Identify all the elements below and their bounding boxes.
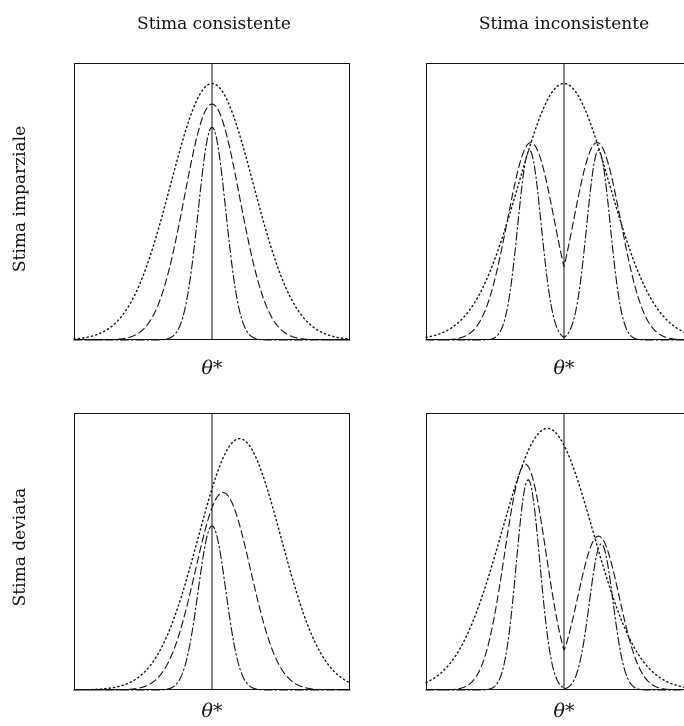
- series-dashed-line: [425, 463, 684, 691]
- panel-inconsistent-biased: [425, 413, 684, 691]
- column-title-inconsistent: Stima inconsistente: [478, 14, 650, 34]
- series-dashed-line: [73, 103, 351, 341]
- series-dotted-line: [425, 82, 684, 339]
- series-dashed-line: [425, 141, 684, 341]
- x-axis-label-consistent-unbiased: θ*: [201, 357, 223, 379]
- row-title-biased: Stima deviata: [10, 487, 30, 607]
- plot-frame: [426, 63, 684, 340]
- series-dotted-line: [73, 82, 351, 340]
- x-axis-label-inconsistent-biased: θ*: [553, 700, 575, 722]
- series-dashdot-line: [425, 479, 684, 691]
- row-title-unbiased: Stima imparziale: [10, 125, 30, 273]
- x-axis-label-consistent-biased: θ*: [201, 700, 223, 722]
- panel-inconsistent-unbiased: [425, 63, 684, 341]
- plot-frame: [426, 413, 684, 690]
- series-dashdot-line: [425, 149, 684, 341]
- panel-consistent-unbiased: [73, 63, 351, 341]
- x-axis-label-inconsistent-unbiased: θ*: [553, 357, 575, 379]
- panel-consistent-biased: [73, 413, 351, 691]
- series-dashdot-line: [73, 126, 351, 341]
- column-title-consistent: Stima consistente: [137, 14, 291, 34]
- series-dotted-line: [425, 427, 684, 688]
- series-dashdot-line: [73, 525, 351, 691]
